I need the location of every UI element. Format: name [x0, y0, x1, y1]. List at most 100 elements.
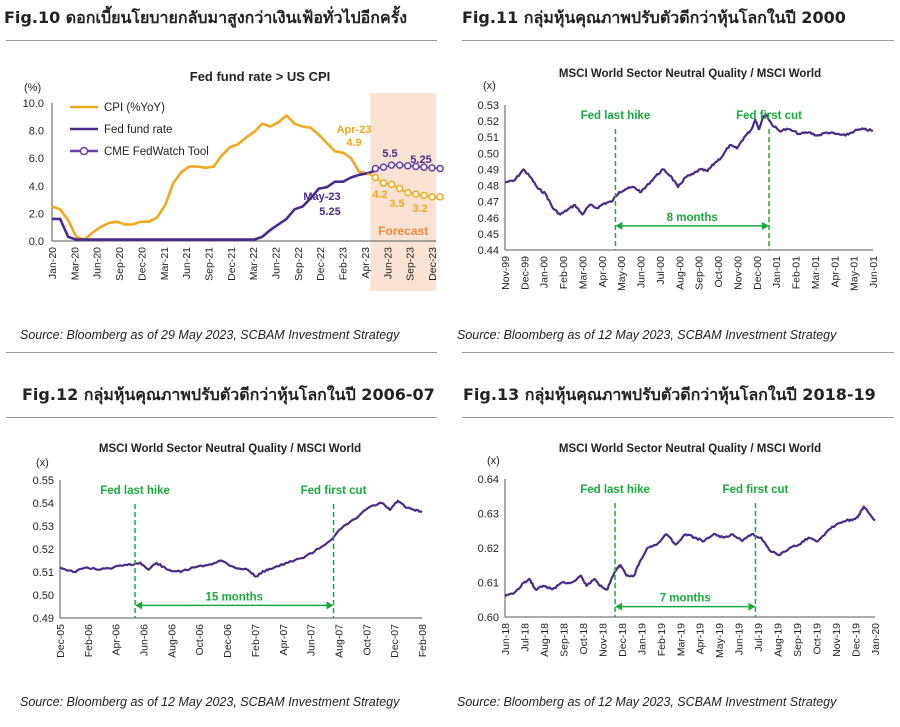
- y-tick-label: 0.53: [33, 521, 54, 533]
- annotation-label: 3.5: [389, 198, 404, 210]
- x-tick-label: Jan-20: [47, 247, 59, 279]
- y-tick-label: 0.52: [478, 116, 499, 128]
- duration-arrowhead-right: [326, 601, 334, 610]
- x-tick-label: Sep-00: [694, 256, 706, 290]
- x-tick-label: Dec-99: [519, 256, 531, 290]
- duration-arrowhead-left: [135, 601, 143, 610]
- y-tick-label: 0.51: [33, 567, 54, 579]
- x-tick-label: Nov-00: [732, 256, 744, 290]
- fig10-source: Source: Bloomberg as of 29 May 2023, SCB…: [20, 328, 400, 342]
- duration-label: 15 months: [206, 591, 264, 603]
- x-tick-label: Mar-22: [248, 247, 260, 280]
- x-tick-label: Aug-07: [333, 624, 345, 658]
- annotation-label: 5.5: [382, 148, 397, 160]
- legend-label: Fed fund rate: [104, 124, 172, 136]
- quality-2000-chart: MSCI World Sector Neutral Quality / MSCI…: [478, 68, 880, 291]
- x-tick-label: Feb-23: [338, 247, 350, 280]
- y-unit-label: (x): [36, 457, 49, 469]
- cpi-forecast-point: [387, 180, 396, 189]
- y-tick-label: 0.44: [478, 245, 499, 257]
- annotation-label: 5.25: [319, 206, 340, 218]
- y-unit-label: (x): [483, 80, 496, 92]
- y-tick-label: 0.50: [478, 148, 499, 160]
- duration-arrowhead-right: [748, 602, 756, 611]
- x-tick-label: Jan-01: [771, 256, 783, 288]
- fig11-source: Source: Bloomberg as of 12 May 2023, SCB…: [457, 328, 837, 342]
- cpi-forecast-point: [428, 193, 436, 201]
- y-tick-label: 0.53: [478, 100, 499, 112]
- x-tick-label: Jan-20: [870, 623, 882, 655]
- fed-event-label: Fed last hike: [100, 485, 170, 497]
- x-tick-label: Nov-18: [597, 623, 609, 657]
- ratio-line: [59, 499, 423, 578]
- cpi-forecast-point: [412, 190, 420, 198]
- x-tick-label: Jul-18: [519, 623, 531, 652]
- x-tick-label: Oct-19: [812, 623, 824, 655]
- x-tick-label: Apr-07: [278, 624, 290, 656]
- y-tick-label: 4.0: [29, 181, 44, 193]
- fig11-title: Fig.11 กลุ่มหุ้นคุณภาพปรับตัวดีกว่าหุ้นโ…: [462, 8, 846, 27]
- x-tick-label: Dec-06: [222, 624, 234, 658]
- x-tick-label: Feb-08: [417, 624, 429, 657]
- chart-title: MSCI World Sector Neutral Quality / MSCI…: [99, 443, 361, 455]
- fed-cpi-chart: Forecast Fed fund rate > US CPI (%) 0.0 2.0 4…: [23, 69, 444, 291]
- fig10-divider: [6, 40, 437, 41]
- x-tick-label: Jun-06: [139, 624, 151, 656]
- fedwatch-point: [395, 161, 404, 169]
- x-tick-label: Dec-23: [427, 247, 439, 281]
- x-tick-label: May-01: [849, 256, 861, 291]
- fedwatch-point: [420, 163, 428, 171]
- x-tick-label: Aug-06: [166, 624, 178, 658]
- y-tick-label: 0.0: [29, 236, 44, 248]
- x-tick-label: Mar-01: [810, 256, 822, 289]
- fed-event-label: Fed last hike: [580, 484, 650, 496]
- fedwatch-point: [428, 164, 436, 172]
- x-tick-label: Mar-21: [159, 247, 171, 280]
- quality-2018-chart: MSCI World Sector Neutral Quality / MSCI…: [478, 443, 882, 658]
- x-tick-label: May-19: [714, 623, 726, 658]
- fig10-bottom-divider: [6, 352, 437, 353]
- legend-marker: [79, 146, 89, 156]
- chart-title: Fed fund rate > US CPI: [190, 69, 331, 84]
- cpi-forecast-point: [371, 173, 380, 182]
- duration-label: 8 months: [667, 212, 718, 224]
- x-tick-label: Sep-19: [792, 623, 804, 657]
- x-tick-label: May-00: [616, 256, 628, 291]
- x-tick-label: Aug-19: [773, 623, 785, 657]
- fig13-title: Fig.13 กลุ่มหุ้นคุณภาพปรับตัวดีกว่าหุ้นโ…: [463, 385, 876, 404]
- annotation-label: 3.2: [412, 203, 427, 215]
- cpi-forecast-point: [403, 188, 412, 197]
- fig12-divider: [6, 417, 437, 418]
- y-tick-label: 0.64: [478, 474, 499, 486]
- x-tick-label: Apr-00: [597, 256, 609, 288]
- x-tick-label: Dec-21: [226, 247, 238, 281]
- chart-title: MSCI World Sector Neutral Quality / MSCI…: [559, 443, 821, 455]
- x-tick-label: Jul-19: [753, 623, 765, 652]
- x-tick-label: Mar-19: [675, 623, 687, 656]
- y-tick-label: 0.62: [478, 543, 499, 555]
- y-tick-label: 0.45: [478, 229, 499, 241]
- fed-event-label: Fed last hike: [581, 110, 651, 122]
- annotation-label: Apr-23: [337, 124, 372, 136]
- y-tick-label: 0.52: [33, 544, 54, 556]
- x-tick-label: Dec-20: [136, 247, 148, 281]
- x-tick-label: Dec-22: [315, 247, 327, 281]
- x-tick-label: Dec-07: [389, 624, 401, 658]
- x-tick-label: Jun-22: [271, 247, 283, 279]
- y-tick-label: 0.61: [478, 578, 499, 590]
- cpi-forecast-point: [395, 184, 404, 193]
- x-tick-label: Apr-01: [829, 256, 841, 288]
- x-tick-label: Feb-06: [83, 624, 95, 657]
- fig10-title: Fig.10 ดอกเบี้ยนโยบายกลับมาสูงกว่าเงินเฟ…: [4, 8, 408, 27]
- y-tick-label: 0.54: [33, 498, 54, 510]
- x-tick-label: Nov-19: [831, 623, 843, 657]
- duration-arrowhead-right: [762, 221, 770, 230]
- y-tick-label: 10.0: [23, 98, 44, 110]
- x-tick-label: Dec-18: [617, 623, 629, 657]
- x-tick-label: Apr-06: [111, 624, 123, 656]
- y-tick-label: 8.0: [29, 126, 44, 138]
- cpi-line: [51, 114, 368, 241]
- duration-arrowhead-left: [615, 602, 623, 611]
- x-tick-label: Aug-18: [539, 623, 551, 657]
- x-tick-label: Jun-20: [92, 247, 104, 279]
